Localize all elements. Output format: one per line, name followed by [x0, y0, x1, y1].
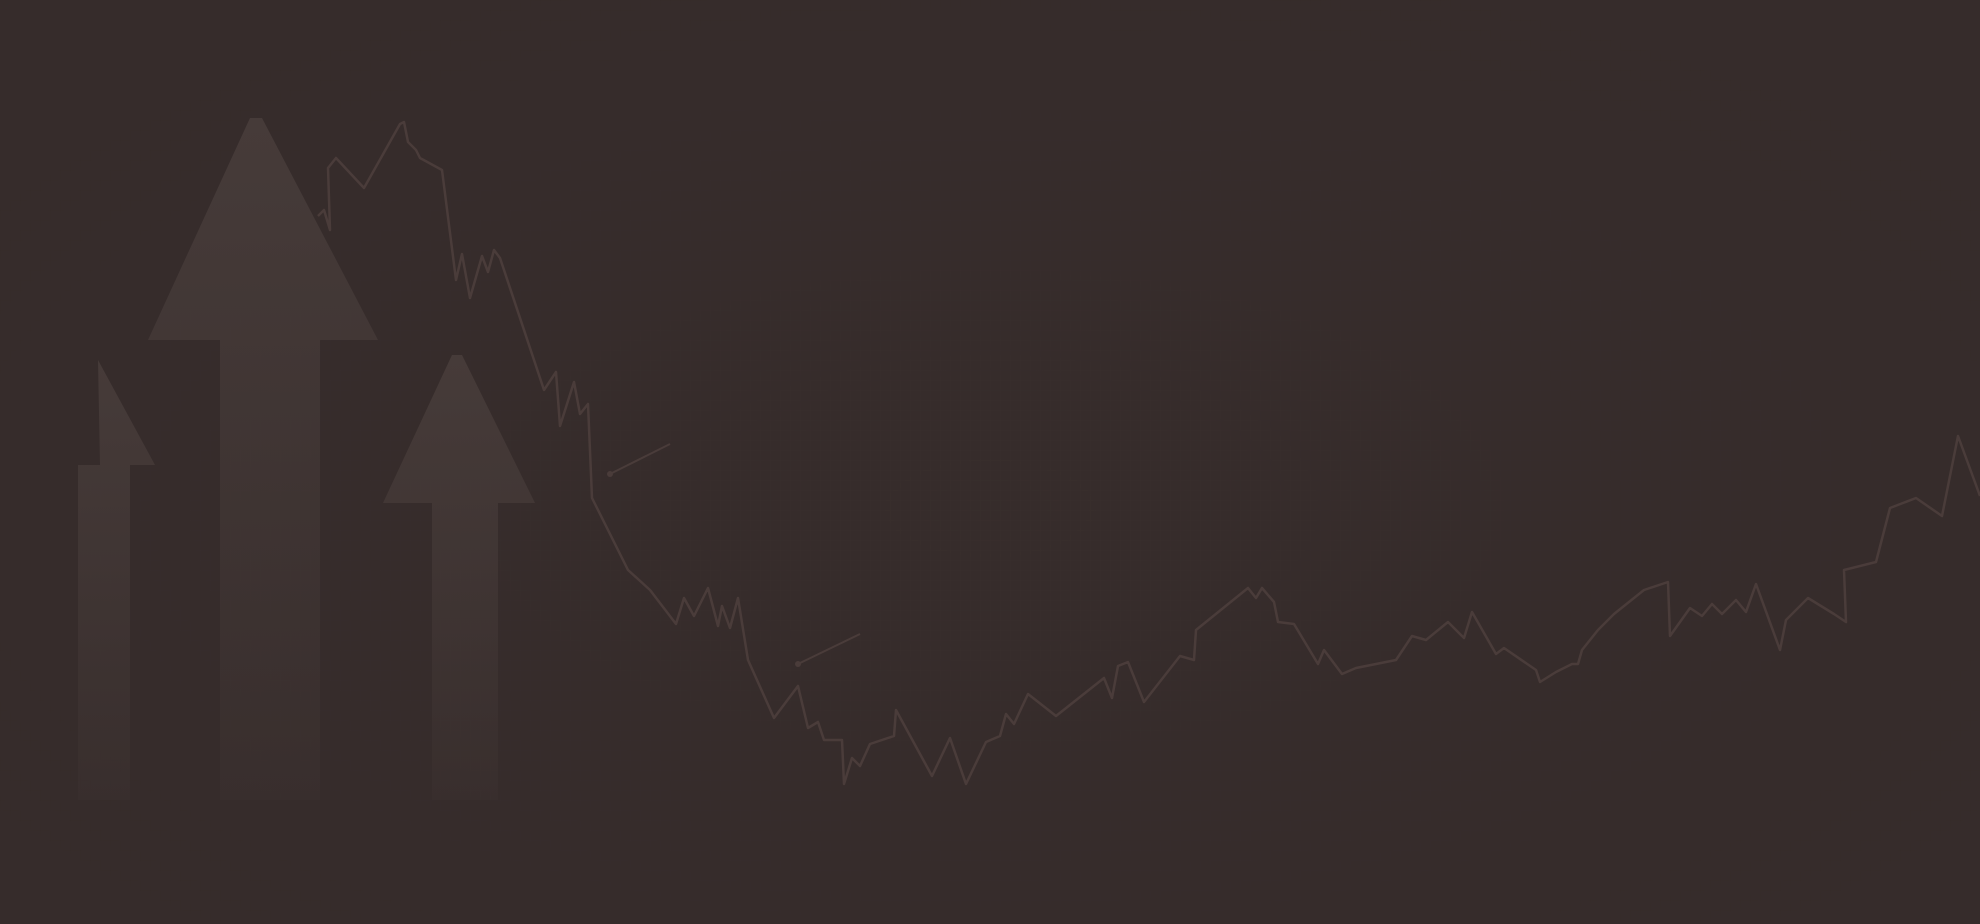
- up-arrow-icon: [78, 360, 155, 800]
- decorative-connector: [795, 633, 861, 667]
- up-arrow-icon: [383, 355, 535, 800]
- decorative-trend-line: [317, 120, 1980, 786]
- up-arrow-icon: [148, 118, 378, 800]
- decorative-connector: [607, 443, 671, 477]
